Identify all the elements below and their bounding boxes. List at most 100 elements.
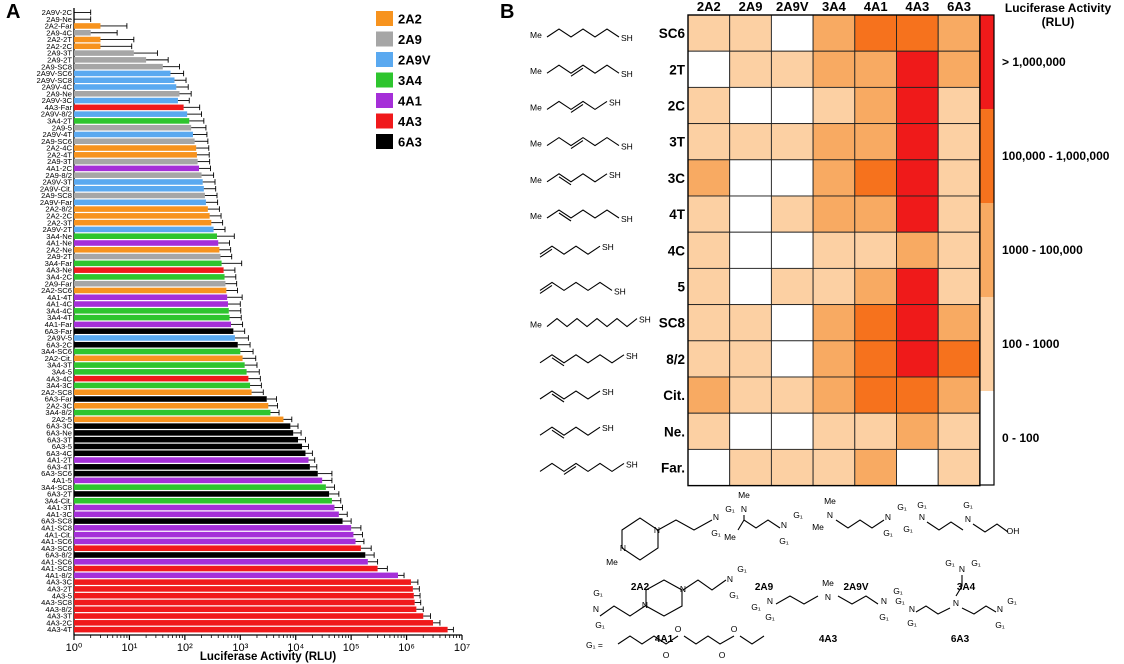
bar-category-label: 4A1-SC6 <box>41 537 72 546</box>
heatmap-cell <box>729 14 772 52</box>
double-bond <box>570 67 584 77</box>
bond <box>621 517 659 561</box>
heatmap-cell <box>687 376 731 414</box>
atom-label: N <box>781 520 787 530</box>
heatmap-cell <box>854 340 897 378</box>
bond-chain <box>546 173 608 183</box>
heatmap-row-label: 3T <box>669 135 686 150</box>
heatmap-cell <box>687 412 731 450</box>
bar-category-label: 4A1-Ne <box>46 239 72 248</box>
scale-swatch <box>980 203 994 297</box>
bar <box>74 233 217 239</box>
heatmap-cell <box>812 340 856 378</box>
bond <box>599 605 646 617</box>
bar <box>74 70 171 77</box>
heatmap-row-label: SC6 <box>659 26 686 41</box>
bar <box>74 104 184 111</box>
atom-label: N <box>593 604 599 614</box>
legend-swatch <box>376 31 393 47</box>
bar-category-label: 4A1-Far <box>45 320 73 329</box>
atom-label: G₁ <box>903 524 913 534</box>
bond-chain <box>539 426 601 436</box>
thiol-sh-label: SH <box>626 459 638 469</box>
heatmap-row-label: 5 <box>677 280 685 295</box>
bar <box>74 294 228 301</box>
heatmap-cell <box>729 86 772 125</box>
heatmap-row-label: Ne. <box>664 424 685 439</box>
heatmap-cell <box>896 159 939 197</box>
heatmap-cell <box>937 267 981 306</box>
x-tick-label: 10⁰ <box>66 642 83 654</box>
heatmap-row-label: 8/2 <box>666 352 685 367</box>
scale-label: 100,000 - 1,000,000 <box>1002 149 1110 163</box>
heatmap-cell <box>770 50 814 88</box>
heatmap-cell <box>896 267 939 306</box>
bars-group: 2A9V-2C2A9-Ne2A2-Far2A9-4C2A2-2T2A2-2C2A… <box>37 8 454 634</box>
atom-label: O <box>731 624 738 634</box>
bar <box>74 118 190 124</box>
heatmap-cell <box>896 50 939 88</box>
bar <box>74 308 229 314</box>
atom-label: G₁ <box>883 528 893 538</box>
bar-category-label: 3A4-4T <box>47 313 72 322</box>
scale-border <box>979 14 995 486</box>
methyl-label: Me <box>738 490 750 500</box>
methyl-label: Me <box>724 532 736 542</box>
heatmap-cell <box>812 267 856 306</box>
heatmap-cell <box>770 195 814 233</box>
bar-category-label: 6A3-4T <box>47 462 72 471</box>
heatmap-cell <box>812 376 856 414</box>
heatmap-cell <box>687 267 731 306</box>
heatmap-cell <box>770 376 814 414</box>
bond-chain <box>546 100 608 111</box>
bar <box>74 335 235 341</box>
amine-structures: NNMeNG₁G₁2A2MeNMeNG₁G₁2A9MeNMeNG₁G₁2A9VG… <box>586 490 1019 660</box>
bar <box>74 124 192 131</box>
scale-label: 100 - 1000 <box>1002 337 1060 351</box>
atom-label: G₁ <box>945 558 955 568</box>
bar <box>74 213 210 219</box>
heatmap-cell <box>729 231 772 269</box>
amine-label: 2A2 <box>631 582 650 593</box>
heatmap-cell <box>937 412 981 450</box>
heatmap-column-label: 4A3 <box>905 0 929 14</box>
bar <box>74 247 220 253</box>
bar-category-label: 2A9-2T <box>47 252 72 261</box>
thiol-sh-label: SH <box>602 387 614 397</box>
bar <box>74 504 335 511</box>
bar <box>74 91 180 97</box>
atom-label: N <box>654 525 660 535</box>
bond <box>961 605 997 615</box>
amine-label: 2A9 <box>755 582 774 593</box>
bar <box>74 586 413 592</box>
bar-category-label: 2A9V-4T <box>42 130 72 139</box>
bar-category-label: 2A9V-5 <box>47 334 72 343</box>
heatmap-cell <box>729 50 772 88</box>
heatmap-column-label: 2A9 <box>739 0 763 14</box>
heatmap-cell <box>687 304 731 342</box>
heatmap-cell <box>687 123 731 161</box>
heatmap-column-label: 2A9V <box>776 0 809 14</box>
bar <box>74 416 284 423</box>
heatmap-cell <box>854 448 897 487</box>
heatmap-row-label: 3C <box>668 171 686 186</box>
bar-category-label: 6A3-3C <box>46 422 72 431</box>
bar-category-label: 2A9V-8/2 <box>41 110 72 119</box>
atom-label: G₁ <box>793 510 803 520</box>
methyl-label: Me <box>824 496 836 506</box>
bar <box>74 511 339 518</box>
bond-chain <box>539 354 625 364</box>
heatmap-cell <box>854 412 897 450</box>
bar <box>74 145 197 151</box>
bar-category-label: 4A3-Far <box>45 103 73 112</box>
heatmap-cell <box>687 231 731 269</box>
legend-entry: 2A9V <box>398 53 431 68</box>
bar-category-label: 3A4-3C <box>46 381 72 390</box>
panel-a-letter: A <box>6 1 20 23</box>
bar-category-label: 2A9V-SC8 <box>37 76 72 85</box>
bond <box>683 635 735 645</box>
atom-label: N <box>885 512 891 522</box>
heatmap-cell <box>729 267 772 306</box>
heatmap-cell <box>729 340 772 378</box>
bar <box>74 443 303 450</box>
